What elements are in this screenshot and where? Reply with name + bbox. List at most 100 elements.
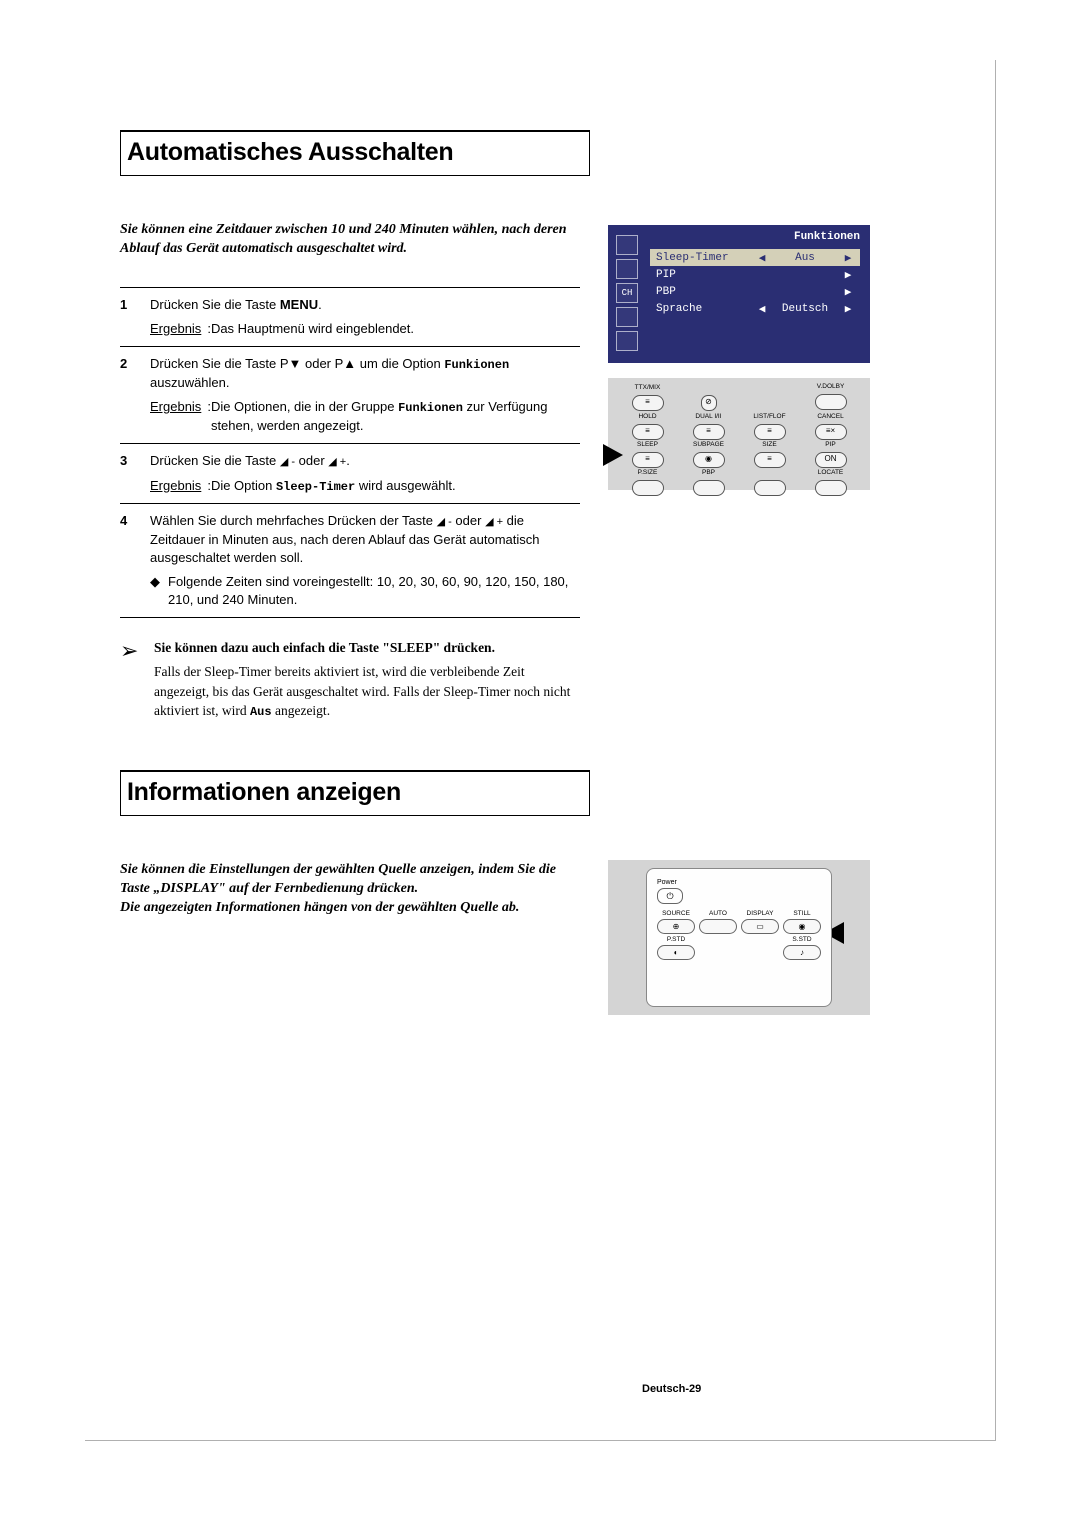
ergebnis-text: Die Option Sleep-Timer wird ausgewählt. [211,477,580,496]
cancel-button[interactable]: ≡× [815,424,847,440]
ergebnis-row: Ergebnis: Die Option Sleep-Timer wird au… [150,477,580,496]
osd-row-pbp[interactable]: PBP ▶ [650,283,860,300]
remote-cell: STILL◉ [783,910,821,934]
step-text: Drücken Sie die Taste [150,297,280,312]
osd-icon [616,259,638,279]
remote-label: AUTO [699,910,737,918]
remote2-grid: SOURCE⊕ AUTO DISPLAY▭ STILL◉ P.STD◐ S.ST… [657,910,821,960]
up-triangle-icon: ▲ [343,356,356,371]
list-flof-button[interactable]: ≡ [754,424,786,440]
osd-row-label: Sleep-Timer [656,252,756,264]
intro-line-b: Die angezeigten Informationen hängen von… [120,900,519,915]
osd-row-sprache[interactable]: Sprache ◀ Deutsch ▶ [650,300,860,317]
osd-icon: CH [616,283,638,303]
remote-label: PBP [693,470,725,478]
section-title-box: Informationen anzeigen [120,770,590,816]
remote-label: SOURCE [657,910,695,918]
remote-cell [699,936,737,960]
mono-sleep-timer: Sleep-Timer [276,480,355,494]
remote-button[interactable]: ⊘ [701,395,717,411]
remote-label: LIST/FLOF [753,414,785,422]
ergebnis-text-b: wird ausgewählt. [355,478,455,493]
display-button[interactable]: ▭ [741,919,779,934]
locate-button[interactable] [815,480,847,496]
remote-label: LOCATE [815,470,847,478]
osd-title: Funktionen [794,231,860,243]
vol-plus-icon: ◢ + [328,456,346,468]
remote-label: V.DOLBY [815,384,847,392]
pbp-button[interactable] [693,480,725,496]
step-text: . [346,453,350,468]
step-body: Drücken Sie die Taste ◢ - oder ◢ +. Erge… [150,452,580,495]
power-label: Power [657,879,821,886]
vol-minus-icon: ◢ - [280,456,295,468]
section-2: Informationen anzeigen Sie können die Ei… [120,770,580,946]
ergebnis-text-a: Die Optionen, die in der Gruppe [211,399,398,414]
mono-funkionen: Funkionen [398,401,463,415]
remote-button[interactable] [754,480,786,496]
step-2: 2 Drücken Sie die Taste P▼ oder P▲ um di… [120,347,580,444]
remote-cell: SIZE ≡ [754,442,786,468]
ergebnis-text-a: Die Option [211,478,276,493]
dual-button[interactable]: ≡ [693,424,725,440]
osd-menu-box: Funktionen CH Sleep-Timer ◀ Aus ▶ PIP ▶ … [608,225,870,363]
right-arrow-icon: ▶ [842,285,854,299]
remote-cell: DUAL I/II≡ [693,414,725,440]
step-body: Drücken Sie die Taste MENU. Ergebnis: Da… [150,296,580,338]
hold-button[interactable]: ≡ [632,424,664,440]
remote-control-1: TTX/MIX≡ ⊘ V.DOLBY HOLD≡ DUAL I/II≡ LIST… [608,378,870,490]
left-arrow-icon: ◀ [756,302,768,316]
osd-row-value: Aus [768,252,842,264]
ergebnis-label: Ergebnis [150,398,201,435]
auto-button[interactable] [699,919,737,934]
still-button[interactable]: ◉ [783,919,821,934]
osd-row-pip[interactable]: PIP ▶ [650,266,860,283]
psize-button[interactable] [632,480,664,496]
vol-minus-icon: ◢ - [437,516,452,528]
osd-row-label: PBP [656,286,756,298]
ttx-mix-button[interactable]: ≡ [632,395,664,411]
pip-button[interactable]: ON [815,452,847,468]
ergebnis-text: Das Hauptmenü wird eingeblendet. [211,320,580,338]
remote-cell [741,936,779,960]
remote-content: Power ⏻ SOURCE⊕ AUTO DISPLAY▭ STILL◉ P.S… [657,879,821,1000]
vdolby-button[interactable] [815,394,847,410]
osd-row-label: Sprache [656,303,756,315]
remote-control-2: Power ⏻ SOURCE⊕ AUTO DISPLAY▭ STILL◉ P.S… [608,860,870,1015]
remote-label [701,385,717,393]
size-button[interactable]: ≡ [754,452,786,468]
step-text: Drücken Sie die Taste P [150,356,289,371]
remote-cell: SLEEP ≡ [632,442,664,468]
remote-label [754,470,786,478]
mono-funkionen: Funkionen [444,358,509,372]
remote-label: SLEEP [632,442,664,450]
pstd-button[interactable]: ◐ [657,945,695,960]
intro-line-a: Sie können die Einstellungen der gewählt… [120,862,556,896]
sleep-button[interactable]: ≡ [632,452,664,468]
step-num: 4 [120,512,150,609]
bullet-row: ◆ Folgende Zeiten sind voreingestellt: 1… [150,573,580,609]
osd-row-sleep-timer[interactable]: Sleep-Timer ◀ Aus ▶ [650,249,860,266]
section-2-title: Informationen anzeigen [127,778,401,806]
bullet-text: Folgende Zeiten sind voreingestellt: 10,… [168,573,580,609]
remote-label: PIP [815,442,847,450]
note-title: Sie können dazu auch einfach die Taste "… [154,638,580,658]
remote-cell: SUBPAGE◉ [693,442,725,468]
section-1: Automatisches Ausschalten Sie können ein… [120,130,580,722]
down-triangle-icon: ▼ [289,356,302,371]
power-button[interactable]: ⏻ [657,888,683,904]
remote-cell: CANCEL ≡× [815,414,847,440]
right-arrow-icon: ▶ [842,302,854,316]
ergebnis-label: Ergebnis [150,477,201,496]
remote-cell: ⊘ [701,385,717,411]
remote-label: CANCEL [815,414,847,422]
page-number: Deutsch-29 [642,1383,701,1395]
section-2-intro: Sie können die Einstellungen der gewählt… [120,861,580,918]
remote-label: SIZE [754,442,786,450]
sstd-button[interactable]: ♪ [783,945,821,960]
subpage-button[interactable]: ◉ [693,452,725,468]
remote-cell: LOCATE [815,470,847,498]
step-text: oder [452,513,485,528]
source-button[interactable]: ⊕ [657,919,695,934]
ergebnis-label: Ergebnis [150,320,201,338]
